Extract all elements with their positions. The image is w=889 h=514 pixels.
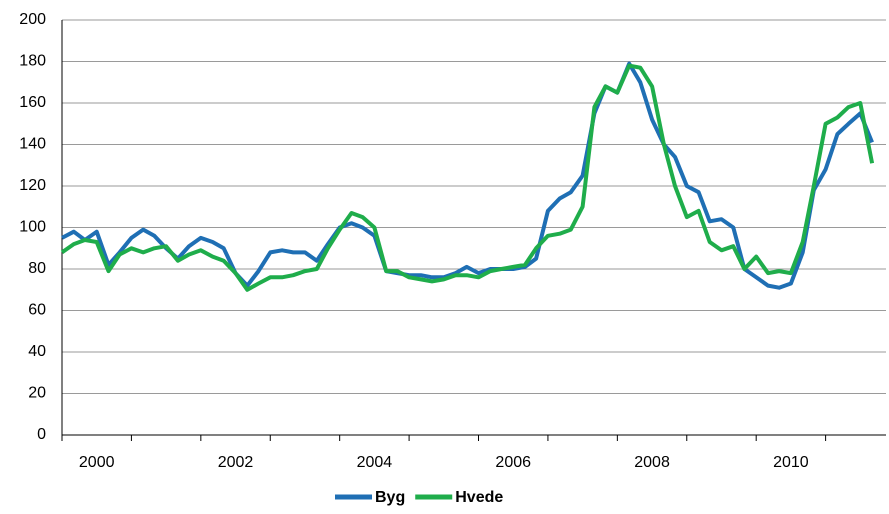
y-tick-label: 160: [19, 94, 46, 111]
x-tick-label: 2008: [634, 454, 670, 471]
y-tick-label: 60: [28, 302, 46, 319]
y-tick-label: 0: [37, 426, 46, 443]
series-line: [61, 61, 874, 290]
y-tick-label: 20: [28, 385, 46, 402]
y-tick-label: 180: [19, 53, 46, 70]
y-tick-label: 200: [19, 11, 46, 28]
x-tick-label: 2006: [495, 454, 531, 471]
y-tick-label: 80: [28, 260, 46, 277]
y-tick-label: 140: [19, 136, 46, 153]
x-tick-label: 2002: [218, 454, 254, 471]
x-tick-label: 2000: [79, 454, 115, 471]
x-tick-label: 2004: [357, 454, 393, 471]
x-tick-label: 2010: [773, 454, 809, 471]
legend-label: Hvede: [455, 489, 503, 506]
series-line: [60, 63, 875, 292]
legend-label: Byg: [375, 489, 405, 506]
y-tick-label: 120: [19, 177, 46, 194]
y-tick-label: 40: [28, 343, 46, 360]
y-tick-label: 100: [19, 219, 46, 236]
